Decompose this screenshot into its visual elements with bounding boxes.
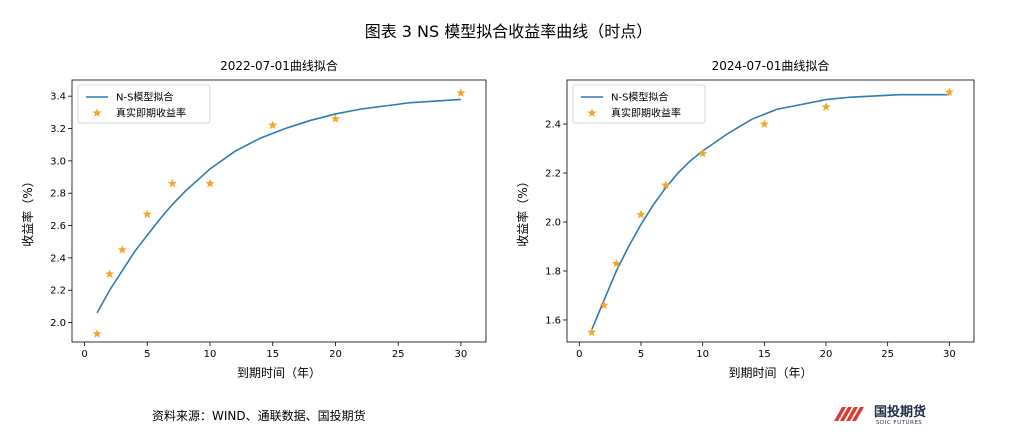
data-point: [599, 300, 609, 310]
logo-en-text: SDIC FUTURES: [876, 420, 922, 426]
y-tick-label: 1.8: [545, 266, 561, 277]
x-tick-label: 15: [758, 349, 771, 360]
x-axis-label: 到期时间（年）: [237, 366, 321, 380]
x-tick-label: 30: [943, 349, 956, 360]
y-tick-label: 2.6: [50, 221, 66, 232]
data-point: [636, 209, 646, 219]
chart-title: 2022-07-01曲线拟合: [220, 58, 338, 73]
fit-line: [96, 98, 461, 314]
plot-frame: [71, 79, 487, 343]
x-tick-label: 20: [329, 349, 342, 360]
data-point: [587, 327, 597, 337]
data-point: [167, 178, 177, 188]
data-point: [456, 88, 466, 97]
data-point: [759, 119, 769, 128]
x-tick-label: 25: [392, 349, 405, 360]
legend-box: [77, 84, 211, 124]
x-tick-label: 15: [266, 349, 279, 360]
logo-cn-text: 国投期货: [874, 404, 926, 420]
x-axis-label: 到期时间（年）: [728, 366, 812, 380]
charts-canvas: 2022-07-01曲线拟合 0 5 10 15 20 25 30 2.0 2.2 2.4 2.6 2.…: [20, 58, 975, 380]
data-point: [117, 245, 127, 254]
x-tick-label: 20: [820, 349, 833, 360]
legend-line-label: N-S模型拟合: [611, 91, 668, 104]
data-point: [821, 102, 831, 111]
legend-marker-label: 真实即期收益率: [116, 107, 186, 120]
data-point: [661, 180, 671, 190]
company-logo: 国投期货 SDIC FUTURES: [834, 404, 926, 426]
x-tick-label: 5: [144, 349, 150, 360]
y-tick-label: 2.0: [50, 318, 66, 329]
y-tick-label: 3.2: [50, 124, 66, 135]
y-axis-label: 收益率（%）: [515, 175, 530, 246]
y-tick-label: 2.4: [50, 253, 66, 264]
fit-line: [590, 93, 950, 331]
legend-star-icon: [92, 108, 102, 117]
data-point: [142, 209, 152, 219]
legend-box: [572, 84, 706, 124]
x-tick-label: 10: [696, 349, 709, 360]
data-point: [205, 178, 215, 188]
legend-star-icon: [587, 108, 597, 117]
data-point: [268, 120, 278, 130]
source-note: 资料来源：WIND、通联数据、国投期货: [152, 409, 366, 423]
logo-mark-icon: [834, 407, 864, 421]
chart-1: 2022-07-01曲线拟合 0 5 10 15 20 25 30 2.0 2.2 2.4 2.6 2.…: [20, 58, 487, 380]
chart-2: 2024-07-01曲线拟合 0 5 10 15 20 25 30 1.6 1.8 2.0 2.2 2.…: [515, 58, 975, 380]
data-point: [611, 258, 621, 268]
x-tick-label: 30: [455, 349, 468, 360]
x-tick-label: 0: [81, 349, 87, 360]
y-tick-label: 3.4: [50, 92, 66, 103]
data-point: [330, 114, 341, 123]
y-tick-label: 3.0: [50, 156, 66, 167]
y-tick-label: 1.6: [545, 315, 561, 326]
x-tick-label: 10: [204, 349, 217, 360]
y-axis-label: 收益率（%）: [20, 175, 35, 246]
x-tick-label: 25: [881, 349, 894, 360]
data-point: [698, 148, 708, 158]
data-point: [105, 269, 115, 278]
legend-line-label: N-S模型拟合: [116, 91, 173, 104]
x-tick-label: 5: [638, 349, 644, 360]
data-point: [92, 329, 102, 338]
y-tick-label: 2.0: [545, 218, 561, 229]
x-tick-label: 0: [576, 349, 582, 360]
y-tick-label: 2.2: [50, 286, 66, 297]
page-title: 图表 3 NS 模型拟合收益率曲线（时点）: [364, 22, 653, 41]
data-point: [944, 87, 954, 97]
plot-frame: [566, 79, 975, 343]
y-tick-label: 2.4: [545, 120, 561, 131]
y-tick-label: 2.2: [545, 169, 561, 180]
legend-marker-label: 真实即期收益率: [611, 107, 681, 120]
y-tick-label: 2.8: [50, 189, 66, 200]
chart-title: 2024-07-01曲线拟合: [712, 58, 830, 73]
